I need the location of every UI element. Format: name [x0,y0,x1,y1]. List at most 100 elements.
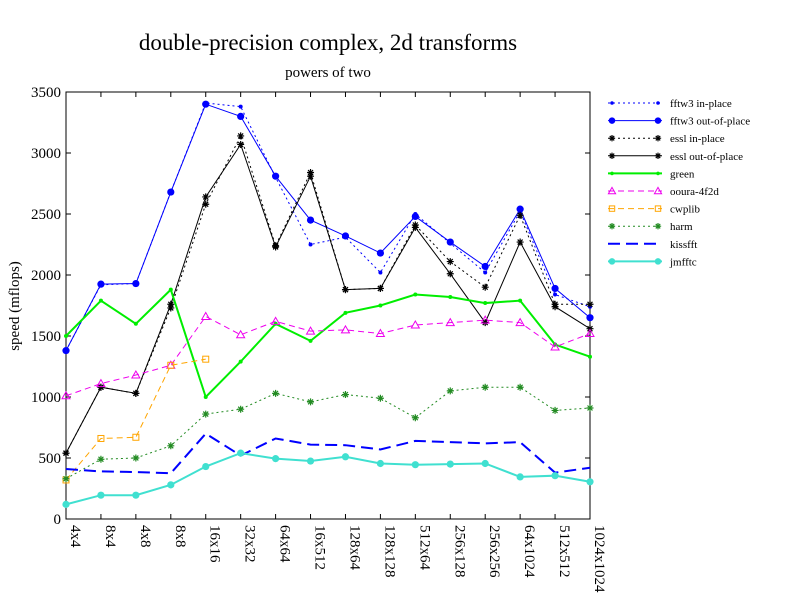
data-point [305,326,316,335]
legend-label: essl out-of-place [670,151,743,163]
data-point [481,283,489,291]
x-tick-label: 256x128 [451,525,467,578]
legend-item: harm [608,221,693,233]
data-point [237,140,245,148]
data-point [446,460,454,468]
legend-label: green [670,168,695,180]
x-tick-label: 32x32 [242,525,258,563]
data-point [62,500,70,508]
data-point [131,370,141,379]
data-point [306,457,315,465]
y-tick-label: 2500 [31,207,61,223]
data-point [167,304,175,312]
x-tick-label: 4x4 [67,525,83,548]
data-point [97,434,105,442]
data-point [97,455,105,463]
data-point [411,414,419,422]
y-tick-label: 500 [39,451,62,467]
x-tick-label: 8x4 [102,525,118,548]
data-point [551,472,559,480]
data-point [516,211,524,219]
series-ooura-4f2d [61,311,595,400]
data-point [167,481,175,489]
data-point [608,258,616,265]
x-tick-label: 128x128 [381,525,397,578]
y-tick-label: 3000 [31,146,61,162]
data-point [551,406,559,414]
data-point [411,461,419,469]
data-point [376,284,384,292]
series-line [65,103,591,351]
legend-item: ooura-4f2d [607,186,719,198]
data-point [270,316,281,325]
data-point [341,232,350,240]
data-point [481,319,489,327]
data-point [167,188,175,196]
data-point [516,473,524,481]
data-point [516,238,524,246]
data-point [238,359,243,364]
data-point [132,454,140,462]
y-tick-label: 2000 [31,268,61,284]
data-point [481,459,489,468]
data-point [608,117,616,124]
data-point [235,329,246,339]
data-point [515,317,525,327]
data-point [654,117,662,124]
data-point [656,101,660,105]
series-line [65,315,591,397]
data-point [341,453,350,461]
series-harm [62,383,594,483]
x-axis: 4x4 8x4 4x8 8x8 16x16 32x32 64x64 16x512 128x64 1… [65,92,607,593]
data-point [518,298,523,303]
data-point [653,186,663,195]
data-point [272,172,280,180]
series-fftw3-out-of-place [62,100,594,355]
legend-label: harm [670,221,693,233]
chart-title: double-precision complex, 2d transforms [139,30,517,55]
series-fftw3-in-place [64,100,592,353]
data-point [340,324,351,334]
data-point [608,135,616,142]
data-point [97,491,105,499]
x-tick-label: 64x64 [277,525,293,563]
data-point [62,347,70,355]
data-point [516,383,524,391]
data-point [132,491,140,499]
series-line [65,452,591,506]
x-tick-label: 256x256 [486,525,502,578]
data-point [516,205,524,213]
legend-label: fftw3 in-place [670,98,732,110]
data-point [586,404,594,412]
series-jmfftc [62,449,594,508]
data-point [132,389,140,397]
data-point [410,320,421,329]
data-point [481,262,489,271]
data-point [376,394,384,402]
data-point [97,383,105,391]
data-point [610,101,614,105]
series-line [65,432,591,475]
data-point [445,317,456,327]
series-line [65,386,591,480]
data-point [202,410,210,418]
y-axis: 0 500 1000 1500 2000 2500 3000 3500 [31,85,590,528]
data-point [411,212,419,221]
legend-label: fftw3 out-of-place [670,116,750,128]
data-point [481,383,489,391]
data-point [376,459,384,468]
y-tick-label: 3500 [31,85,61,101]
data-point [654,258,662,265]
series-cwplib [62,355,210,484]
data-point [654,135,662,142]
data-point [307,172,315,180]
data-point [308,338,313,343]
data-point [654,205,662,212]
data-point [202,462,210,471]
data-point [413,292,418,297]
data-point [375,328,386,338]
data-point [608,152,616,159]
data-point [446,387,454,395]
data-point [608,223,616,230]
series-kissfft [65,432,591,475]
